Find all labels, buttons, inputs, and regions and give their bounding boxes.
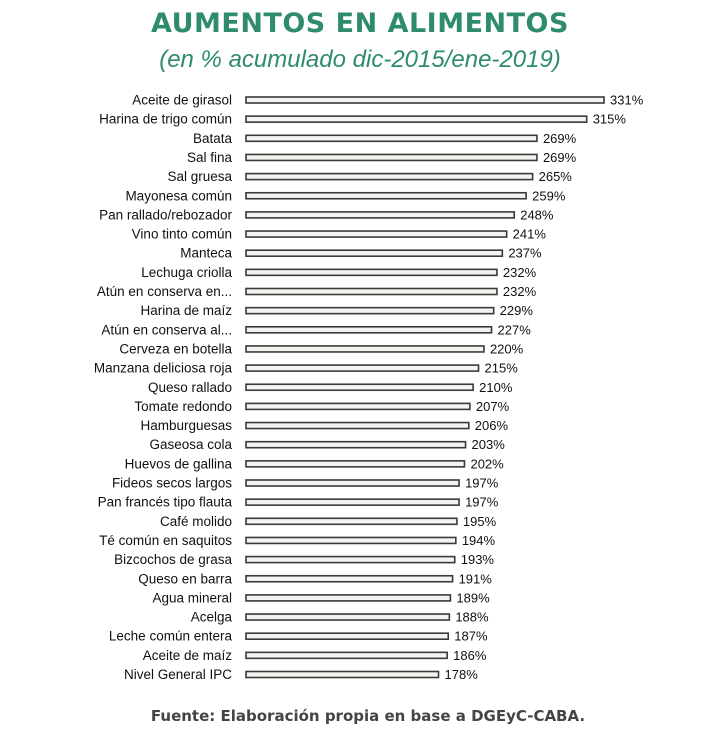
category-label: Huevos de gallina <box>125 456 233 471</box>
value-label: 202% <box>470 456 504 471</box>
bar-chart: Aceite de girasol 331% Harina de trigo com… <box>94 93 644 683</box>
value-label: 178% <box>445 667 479 682</box>
category-label: Batata <box>193 131 233 146</box>
bar <box>245 364 480 372</box>
bar <box>245 498 460 506</box>
value-label: 248% <box>520 207 554 222</box>
category-label: Sal gruesa <box>167 169 232 184</box>
bar <box>245 613 451 621</box>
chart-subtitle: (en % acumulado dic-2015/ene-2019) <box>159 46 561 73</box>
bar <box>245 594 452 602</box>
value-label: 331% <box>610 93 644 108</box>
value-label: 227% <box>498 322 532 337</box>
category-label: Nivel General IPC <box>124 667 232 682</box>
category-label: Atún en conserva al... <box>101 322 232 337</box>
value-label: 194% <box>462 533 496 548</box>
value-label: 265% <box>539 169 573 184</box>
value-label: 237% <box>508 246 542 261</box>
category-label: Té común en saquitos <box>99 533 232 548</box>
category-label: Mayonesa común <box>125 188 232 203</box>
value-label: 188% <box>455 610 489 625</box>
category-label: Acelga <box>191 610 233 625</box>
bar <box>245 402 471 411</box>
bar <box>245 287 498 296</box>
category-label: Leche común entera <box>109 629 233 644</box>
category-label: Aceite de girasol <box>132 93 232 108</box>
bar <box>245 306 495 315</box>
bar <box>245 517 458 526</box>
category-label: Manteca <box>180 246 232 261</box>
value-label: 232% <box>503 265 537 280</box>
value-label: 241% <box>513 227 547 242</box>
bar <box>245 211 516 219</box>
category-label: Fideos secos largos <box>112 476 232 491</box>
value-label: 197% <box>465 495 499 510</box>
bar <box>245 555 456 564</box>
category-label: Agua mineral <box>152 590 232 605</box>
chart-title: AUMENTOS EN ALIMENTOS <box>151 8 569 39</box>
category-label: Harina de maíz <box>140 303 232 318</box>
value-label: 215% <box>485 361 519 376</box>
value-label: 197% <box>465 476 499 491</box>
value-label: 191% <box>459 571 493 586</box>
value-label: 210% <box>479 380 513 395</box>
category-label: Café molido <box>160 514 232 529</box>
bar <box>245 249 504 257</box>
value-label: 206% <box>475 418 509 433</box>
bar <box>245 479 460 487</box>
value-label: 232% <box>503 284 537 299</box>
category-label: Pan francés tipo flauta <box>98 495 233 510</box>
category-label: Pan rallado/rebozador <box>99 207 232 222</box>
category-label: Queso en barra <box>138 571 232 586</box>
value-label: 195% <box>463 514 497 529</box>
bar <box>245 172 534 181</box>
bar <box>245 326 493 334</box>
bar <box>245 670 440 679</box>
bar <box>245 96 605 104</box>
bar <box>245 460 466 468</box>
bar <box>245 153 538 162</box>
category-label: Gaseosa cola <box>149 437 232 452</box>
bar <box>245 632 450 641</box>
category-label: Cerveza en botella <box>119 341 232 356</box>
source-note: Fuente: Elaboración propia en base a DGE… <box>150 707 586 725</box>
value-label: 269% <box>543 131 577 146</box>
bar <box>245 574 454 583</box>
value-label: 186% <box>453 648 487 663</box>
bar <box>245 651 448 660</box>
bar <box>245 536 457 545</box>
value-label: 259% <box>532 188 566 203</box>
bar <box>245 268 498 277</box>
category-label: Tomate redondo <box>134 399 232 414</box>
category-label: Harina de trigo común <box>99 112 232 127</box>
bar <box>245 115 588 123</box>
bar <box>245 134 538 143</box>
value-label: 189% <box>456 590 490 605</box>
value-label: 193% <box>461 552 495 567</box>
bar <box>245 191 527 200</box>
category-label: Bizcochos de grasa <box>114 552 232 567</box>
bar <box>245 421 470 430</box>
category-label: Aceite de maíz <box>143 648 233 663</box>
bar <box>245 383 474 392</box>
bar <box>245 440 467 449</box>
category-label: Manzana deliciosa roja <box>94 361 233 376</box>
category-label: Vino tinto común <box>132 227 232 242</box>
category-label: Hamburguesas <box>140 418 232 433</box>
value-label: 203% <box>472 437 506 452</box>
category-label: Queso rallado <box>148 380 232 395</box>
category-label: Atún en conserva en... <box>97 284 232 299</box>
value-label: 207% <box>476 399 510 414</box>
value-label: 187% <box>454 629 488 644</box>
value-label: 269% <box>543 150 577 165</box>
value-label: 229% <box>500 303 534 318</box>
bar <box>245 345 485 353</box>
value-label: 220% <box>490 341 524 356</box>
bar <box>245 230 508 238</box>
value-label: 315% <box>593 112 627 127</box>
category-label: Lechuga criolla <box>141 265 232 280</box>
category-label: Sal fina <box>187 150 233 165</box>
